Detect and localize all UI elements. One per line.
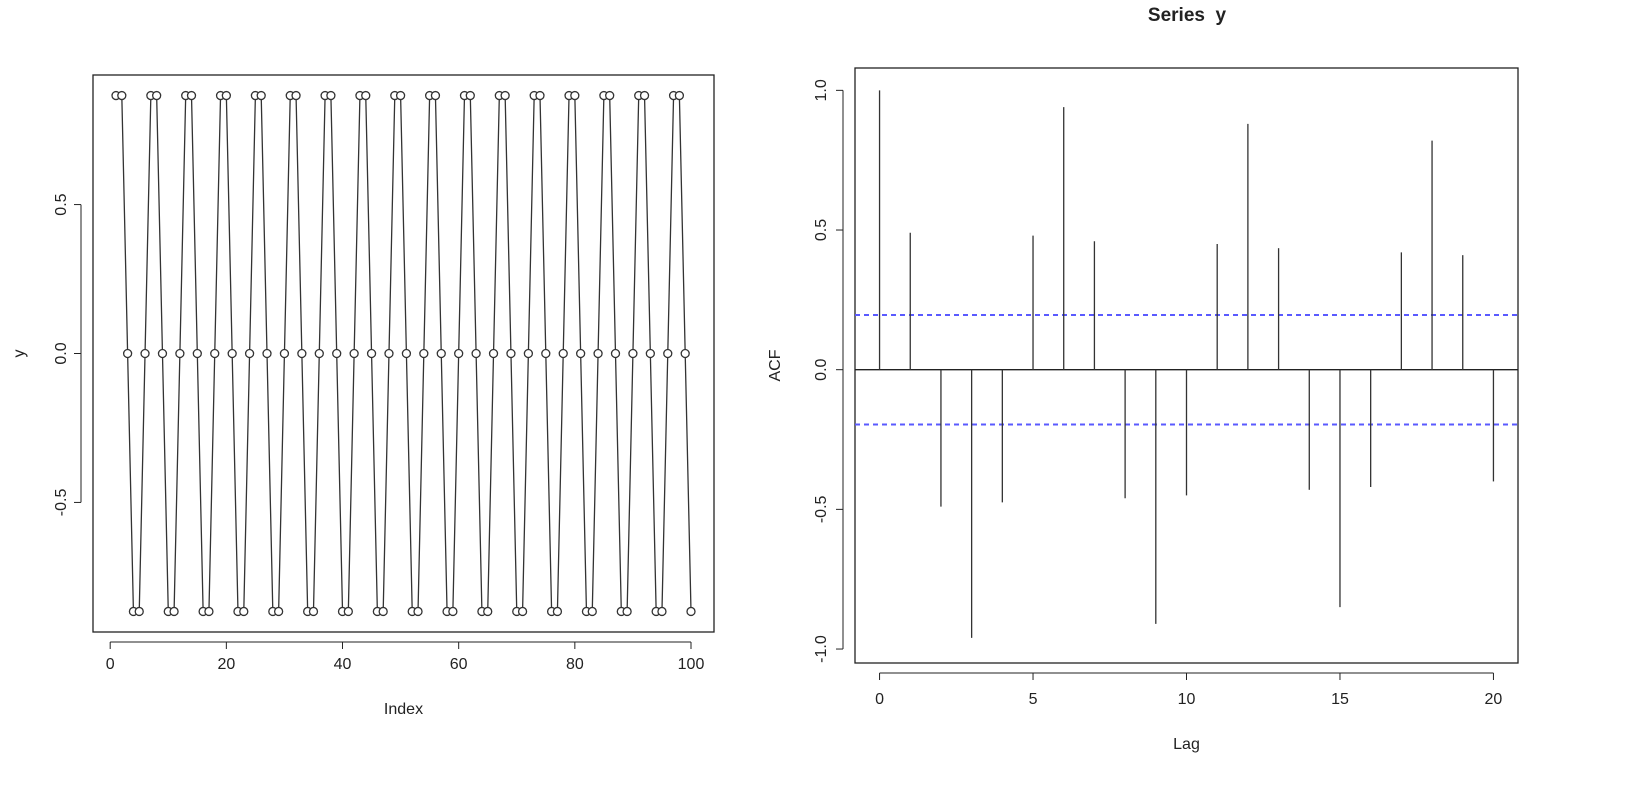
data-point (378, 606, 388, 617)
x-tick-label: 5 (1029, 691, 1038, 708)
y-tick-label: 0.0 (53, 342, 70, 364)
x-tick-label: 0 (875, 691, 884, 708)
data-point (297, 348, 307, 359)
data-point (244, 348, 255, 359)
data-point (483, 606, 493, 617)
data-point (332, 348, 342, 359)
data-point (663, 348, 673, 359)
data-point (628, 348, 638, 359)
x-tick-label: 40 (334, 656, 352, 673)
data-point (152, 90, 162, 101)
data-point (343, 606, 353, 617)
y-tick-label: -0.5 (813, 495, 830, 523)
data-point (552, 606, 563, 617)
chart-title: Series y (1148, 5, 1227, 26)
data-point (239, 606, 249, 617)
data-point (587, 606, 597, 617)
data-point (117, 90, 127, 101)
y-tick-label: -0.5 (53, 489, 70, 517)
data-point (157, 348, 168, 359)
data-point (465, 90, 475, 101)
data-point (186, 90, 197, 101)
x-tick-label: 20 (1485, 691, 1503, 708)
data-point (558, 348, 568, 359)
data-point (134, 606, 144, 617)
plot-frame (854, 67, 1519, 664)
data-point (395, 90, 406, 101)
x-tick-label: 100 (678, 656, 705, 673)
data-point (361, 90, 371, 101)
data-point (471, 348, 481, 359)
data-point (506, 348, 516, 359)
x-axis-label: Lag (1173, 736, 1200, 753)
x-tick-label: 60 (450, 656, 468, 673)
data-point (384, 348, 394, 359)
data-point (639, 90, 650, 101)
data-point (517, 606, 528, 617)
x-tick-label: 20 (217, 656, 235, 673)
data-point (349, 348, 359, 359)
data-point (436, 348, 446, 359)
y-axis-label: ACF (767, 349, 784, 381)
data-point (291, 90, 301, 101)
data-point (454, 348, 464, 359)
data-point (204, 606, 214, 617)
data-point (430, 90, 441, 101)
data-point (570, 90, 580, 101)
data-point (221, 90, 232, 101)
data-point (488, 348, 499, 359)
data-point (401, 348, 412, 359)
data-point (645, 348, 655, 359)
data-point (308, 606, 319, 617)
data-point (122, 348, 133, 359)
data-point (210, 348, 220, 359)
x-axis-label: Index (384, 701, 423, 718)
x-tick-label: 0 (106, 656, 115, 673)
x-tick-label: 80 (566, 656, 584, 673)
data-point (366, 348, 377, 359)
data-point (175, 348, 185, 359)
data-point (575, 348, 586, 359)
data-point (593, 348, 603, 359)
data-point (686, 606, 696, 617)
data-point (674, 90, 685, 101)
y-axis-label: y (11, 350, 28, 358)
data-point (657, 606, 667, 617)
data-point (262, 348, 272, 359)
y-tick-label: 1.0 (813, 79, 830, 101)
data-point (314, 348, 324, 359)
x-tick-label: 10 (1178, 691, 1196, 708)
data-point (140, 348, 150, 359)
data-line (116, 94, 692, 613)
data-point (535, 90, 545, 101)
y-tick-label: 0.5 (53, 193, 70, 215)
data-point (680, 348, 690, 359)
y-tick-label: 0.5 (813, 219, 830, 241)
data-point (413, 606, 423, 617)
data-point (192, 348, 202, 359)
y-tick-label: -1.0 (813, 635, 830, 663)
data-point (622, 606, 632, 617)
x-tick-label: 15 (1331, 691, 1349, 708)
data-point (326, 90, 336, 101)
data-point (256, 90, 266, 101)
data-point (169, 606, 179, 617)
data-point (605, 90, 615, 101)
data-point (448, 606, 458, 617)
data-point (419, 348, 429, 359)
data-point (227, 348, 237, 359)
data-point (610, 348, 621, 359)
y-tick-label: 0.0 (813, 358, 830, 380)
data-point (273, 606, 284, 617)
data-point (279, 348, 290, 359)
data-point (523, 348, 534, 359)
data-point (500, 90, 510, 101)
data-point (541, 348, 551, 359)
plot-frame (92, 74, 715, 633)
